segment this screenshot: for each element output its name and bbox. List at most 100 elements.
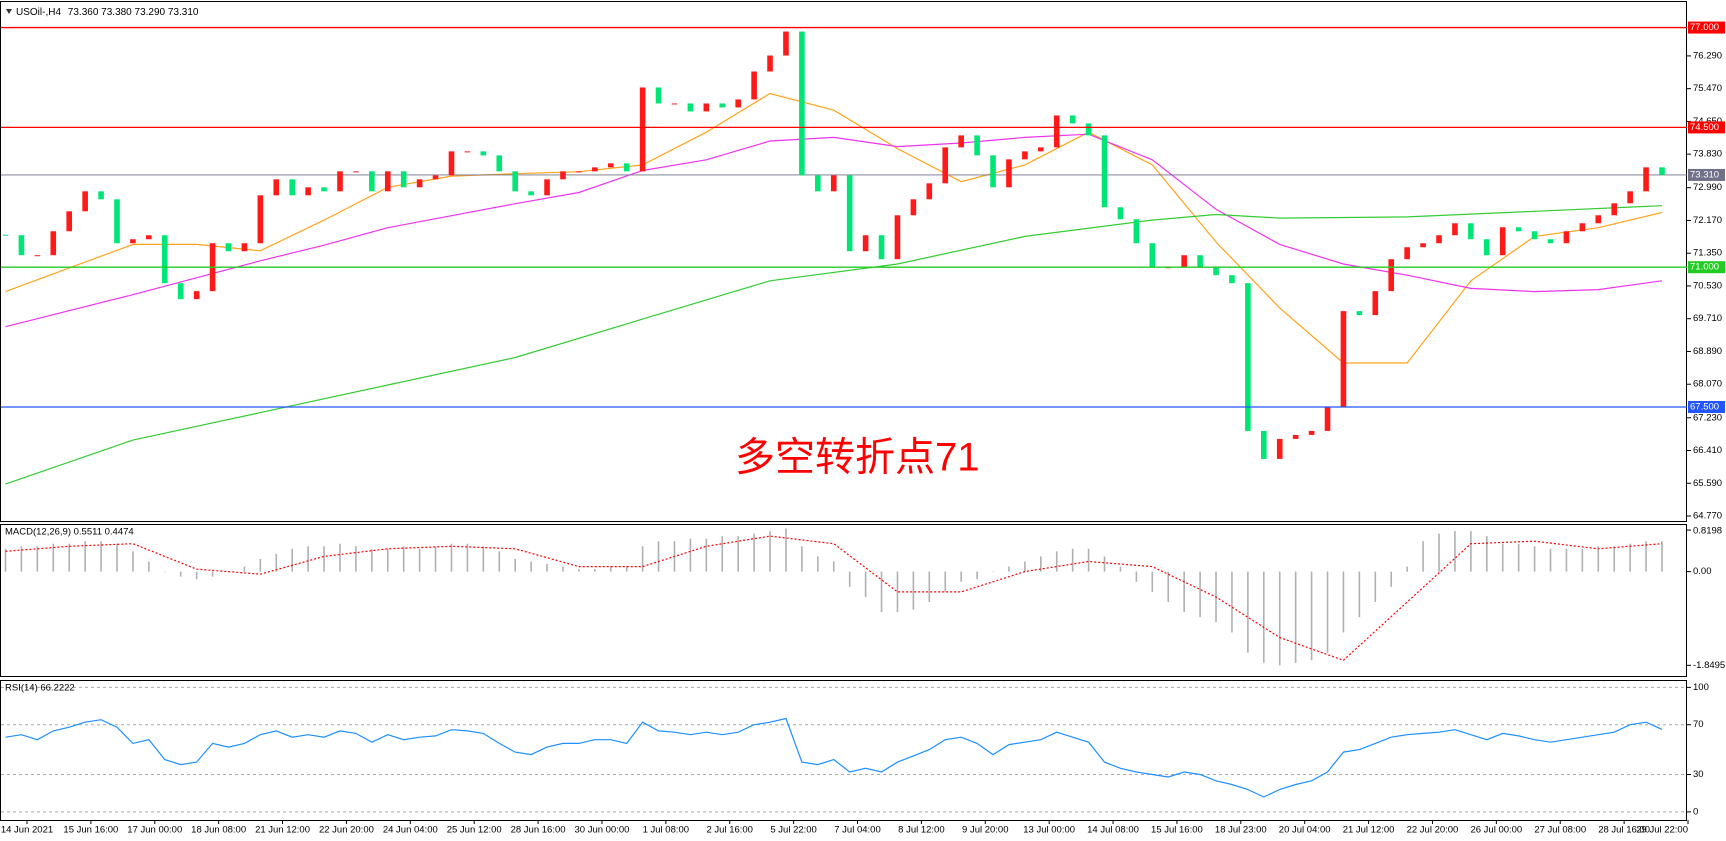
candle <box>130 239 136 244</box>
x-tick-label: 18 Jun 08:00 <box>191 825 246 836</box>
macd-bar <box>992 571 994 573</box>
macd-bar <box>1278 571 1281 666</box>
candle <box>1611 203 1618 216</box>
level-label: 71.000 <box>1690 262 1719 273</box>
macd-bar <box>1087 548 1090 572</box>
candle <box>623 163 630 172</box>
macd-bar <box>291 548 294 572</box>
macd-bar <box>1231 571 1233 633</box>
macd-bar <box>641 546 644 572</box>
candle <box>576 171 582 173</box>
candle <box>1149 243 1156 268</box>
macd-bar <box>562 566 564 572</box>
candle <box>1069 115 1076 124</box>
macd-bar <box>912 571 915 610</box>
x-tick-label: 22 Jul 20:00 <box>1407 825 1459 836</box>
macd-bar <box>163 571 166 573</box>
macd-bar <box>1549 548 1552 572</box>
candle <box>1420 243 1426 248</box>
menu-icon[interactable] <box>6 9 12 14</box>
candle <box>671 103 678 105</box>
y-tick-label: 70 <box>1693 719 1704 730</box>
chart-header: USOil-,H4 73.360 73.380 73.290 73.310 <box>16 7 199 18</box>
candle <box>1276 438 1283 459</box>
macd-bar <box>1485 536 1488 572</box>
candle <box>1643 167 1649 192</box>
y-tick-label: 72.990 <box>1693 182 1722 193</box>
macd-bar <box>4 548 7 572</box>
candle <box>1356 311 1363 316</box>
candle <box>1483 239 1490 256</box>
candle <box>98 191 104 200</box>
y-tick-label: 67.230 <box>1693 412 1722 423</box>
macd-bar <box>1501 543 1504 572</box>
y-tick-label: 73.830 <box>1693 149 1722 160</box>
x-tick-label: 20 Jul 04:00 <box>1279 825 1331 836</box>
x-tick-label: 26 Jul 00:00 <box>1470 825 1522 836</box>
macd-bar <box>1199 571 1201 618</box>
macd-bar <box>1326 571 1329 653</box>
candle <box>799 31 805 176</box>
y-tick-label: 76.290 <box>1693 50 1722 61</box>
candle <box>1292 434 1299 439</box>
panel-title: RSI(14) 66.2222 <box>5 683 75 694</box>
macd-bar <box>848 571 851 587</box>
x-tick-label: 30 Jun 00:00 <box>574 825 629 836</box>
x-tick-label: 14 Jul 08:00 <box>1087 825 1139 836</box>
rsi-line <box>5 717 1663 798</box>
ohlc: 73.360 73.380 73.290 73.310 <box>68 7 199 18</box>
macd-panel <box>0 524 1687 677</box>
candle <box>830 175 837 192</box>
y-tick-label: 75.470 <box>1693 83 1722 94</box>
x-tick-label: 28 Jun 16:00 <box>511 825 566 836</box>
macd-bar <box>450 543 453 572</box>
candle <box>82 191 88 212</box>
candle <box>480 151 487 156</box>
candle <box>990 155 996 188</box>
candle <box>592 167 598 172</box>
macd-bar <box>1055 551 1058 572</box>
candle <box>1261 430 1267 459</box>
last-price-label: 73.310 <box>1690 169 1719 180</box>
macd-bar <box>1358 571 1361 618</box>
macd-bar <box>1454 531 1456 572</box>
level-label: 67.500 <box>1690 401 1719 412</box>
candle <box>815 175 821 192</box>
candle <box>1659 167 1665 175</box>
macd-bar <box>1645 541 1647 572</box>
y-tick-label: 100 <box>1693 682 1709 693</box>
macd-bar <box>1422 541 1424 572</box>
y-tick-label: 72.170 <box>1693 215 1722 226</box>
x-tick-label: 28 Jul 16:00 <box>1598 825 1650 836</box>
x-tick-label: 27 Jul 08:00 <box>1534 825 1586 836</box>
candle <box>767 55 773 72</box>
x-tick-label: 24 Jun 04:00 <box>383 825 438 836</box>
macd-bar <box>1183 571 1185 613</box>
candle <box>289 179 296 196</box>
macd-bar <box>960 571 962 582</box>
candle <box>1085 123 1092 136</box>
candle <box>1579 223 1586 232</box>
main-panel <box>0 1 1687 522</box>
macd-bar <box>1565 548 1568 572</box>
macd-bar <box>339 543 341 572</box>
candle <box>1372 291 1379 316</box>
candle <box>1515 227 1522 232</box>
macd-bar <box>578 569 580 572</box>
candle <box>18 235 25 256</box>
macd-bar <box>721 536 724 572</box>
macd-bar <box>880 571 883 613</box>
candle <box>66 211 73 232</box>
macd-bar <box>785 528 787 572</box>
x-tick-label: 9 Jul 20:00 <box>962 825 1008 836</box>
candle <box>496 155 503 172</box>
macd-bar <box>1247 571 1249 653</box>
macd-bar <box>1374 571 1377 603</box>
macd-bar <box>243 566 246 572</box>
y-tick-label: -1.8495 <box>1693 660 1725 671</box>
candle <box>655 87 662 104</box>
moving-average <box>5 92 1663 364</box>
candle <box>1197 255 1203 268</box>
y-tick-label: 71.350 <box>1693 248 1722 259</box>
